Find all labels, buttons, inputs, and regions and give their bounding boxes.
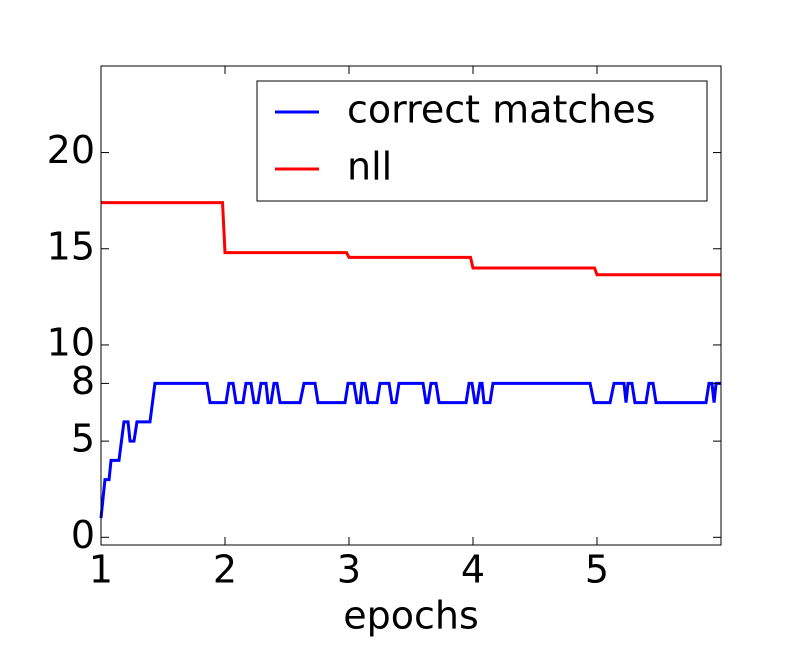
legend-box	[256, 80, 708, 202]
x-tick-label: 1	[89, 548, 113, 592]
plot-frame	[100, 65, 722, 546]
y-tick-label: 5	[71, 417, 95, 461]
x-tick-label: 2	[213, 548, 237, 592]
x-tick-label: 4	[461, 548, 485, 592]
data-line	[101, 201, 721, 277]
y-tick-label: 10	[47, 320, 95, 364]
y-tick-label: 20	[47, 128, 95, 172]
y-tick-label: 0	[71, 513, 95, 557]
legend-label: nll	[347, 145, 392, 189]
data-line	[99, 381, 721, 519]
x-axis-label: epochs	[343, 594, 479, 638]
y-tick-label: 8	[71, 359, 95, 403]
legend-label: correct matches	[347, 88, 656, 132]
x-tick-label: 5	[585, 548, 609, 592]
x-tick-label: 3	[337, 548, 361, 592]
y-tick-label: 15	[47, 224, 95, 268]
